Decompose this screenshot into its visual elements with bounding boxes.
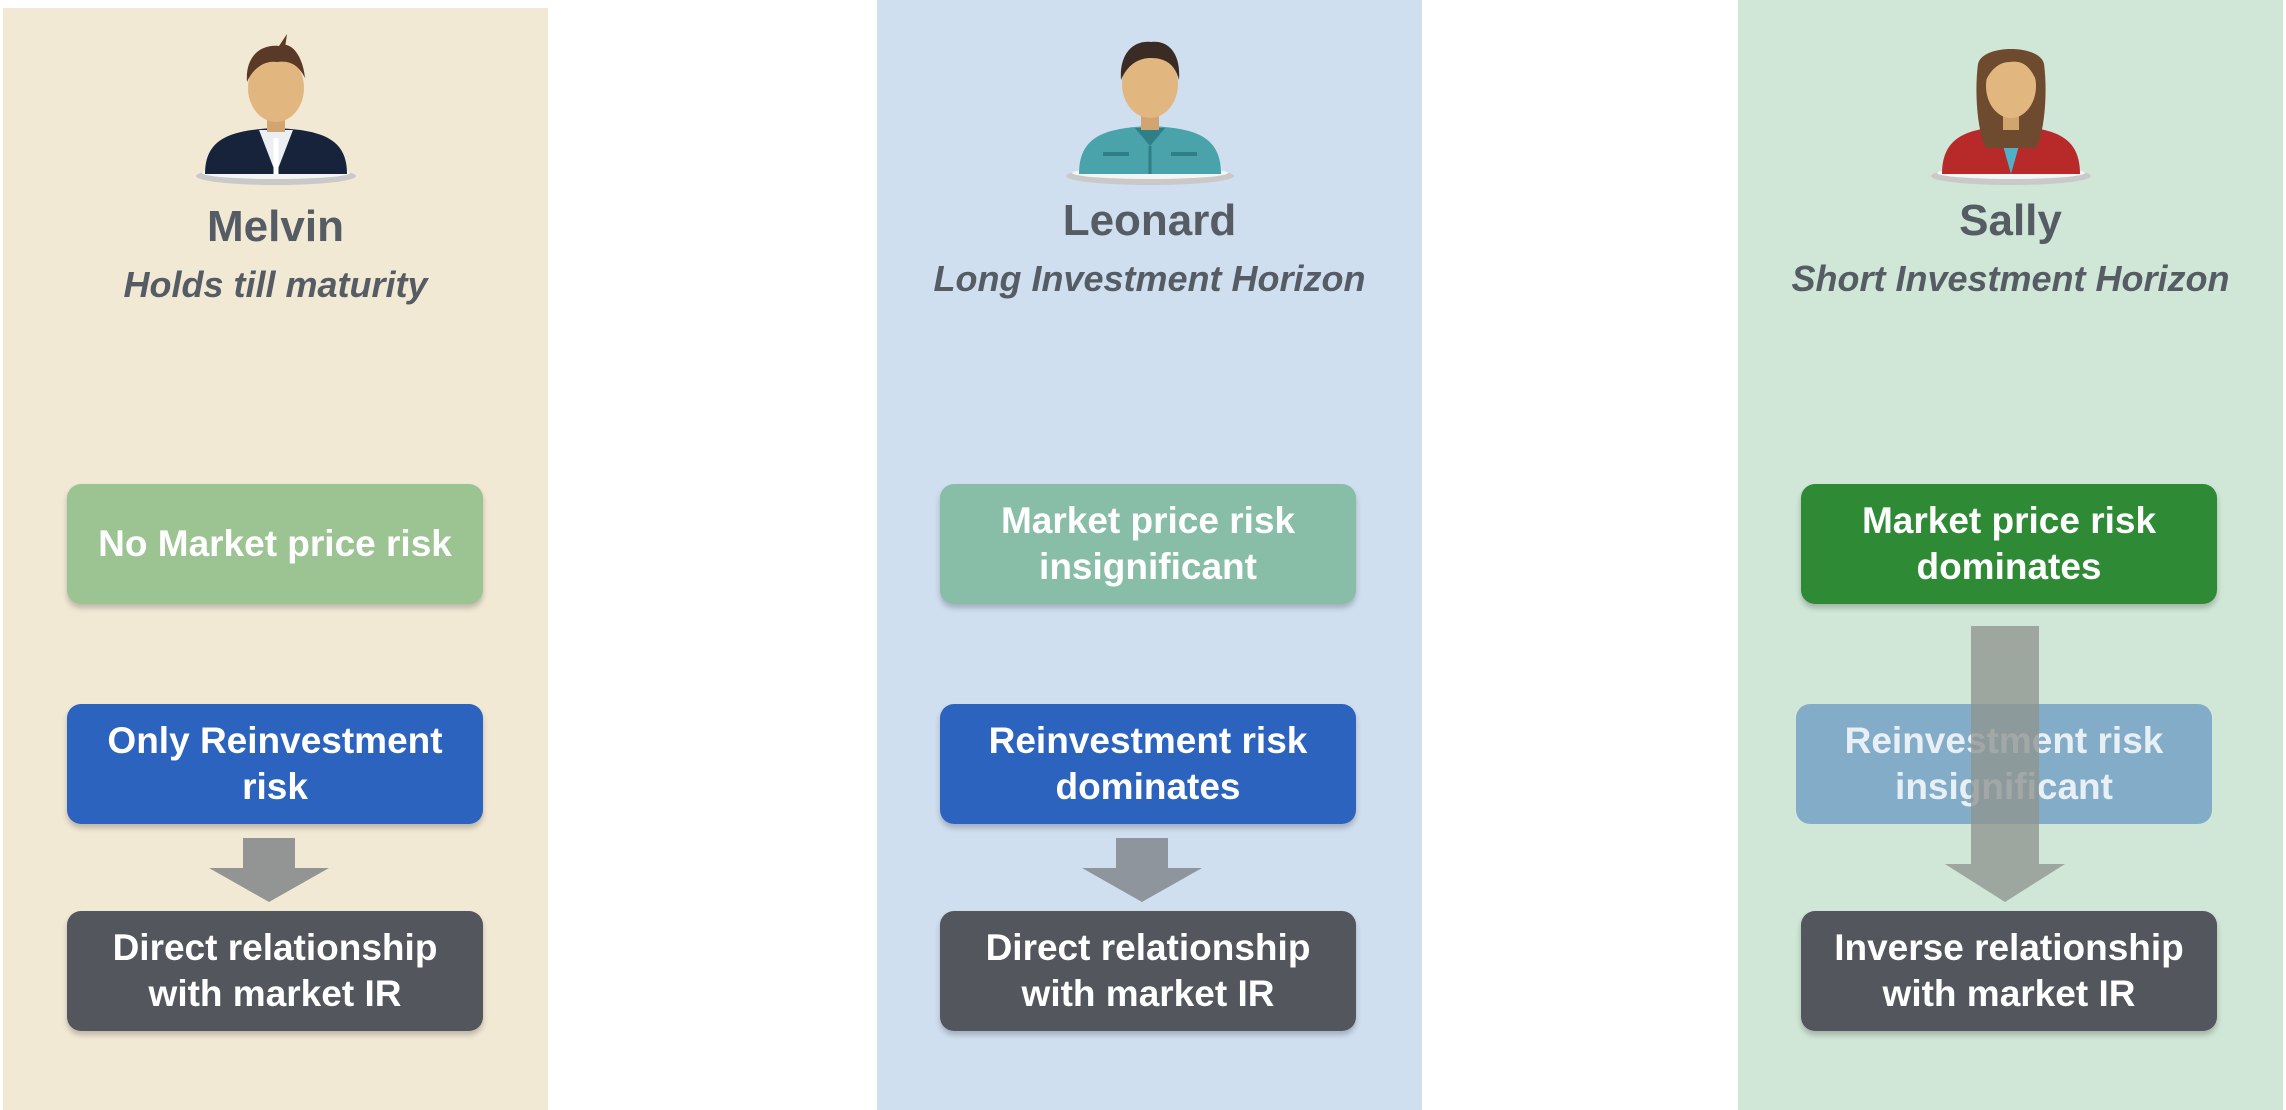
market-price-risk-box: No Market price risk xyxy=(67,484,483,604)
reinvestment-risk-box: Only Reinvestment risk xyxy=(67,704,483,824)
person-subtitle: Short Investment Horizon xyxy=(1791,258,2230,299)
market-price-risk-box: Market price risk dominates xyxy=(1801,484,2217,604)
woman-avatar-icon xyxy=(1930,49,2091,185)
person-subtitle: Long Investment Horizon xyxy=(933,258,1366,299)
down-arrow-icon xyxy=(1945,626,2065,902)
casual-man-avatar-icon xyxy=(1065,41,1234,185)
businessman-avatar-icon xyxy=(195,34,356,185)
person-name: Sally xyxy=(1959,196,2062,245)
relationship-box: Inverse relationship with market IR xyxy=(1801,911,2217,1031)
down-arrow-icon xyxy=(209,838,329,902)
reinvestment-risk-box: Reinvestment risk dominates xyxy=(940,704,1356,824)
column-leonard: Leonard Long Investment Horizon Market p… xyxy=(877,0,1422,1110)
person-name: Melvin xyxy=(207,202,344,251)
column-sally: Sally Short Investment Horizon Market pr… xyxy=(1738,0,2283,1110)
relationship-box: Direct relationship with market IR xyxy=(940,911,1356,1031)
market-price-risk-box: Market price risk insignificant xyxy=(940,484,1356,604)
down-arrow-icon xyxy=(1082,838,1202,902)
relationship-box: Direct relationship with market IR xyxy=(67,911,483,1031)
column-melvin: Melvin Holds till maturity No Market pri… xyxy=(3,8,548,1110)
person-subtitle: Holds till maturity xyxy=(123,264,428,305)
person-name: Leonard xyxy=(1062,196,1237,245)
